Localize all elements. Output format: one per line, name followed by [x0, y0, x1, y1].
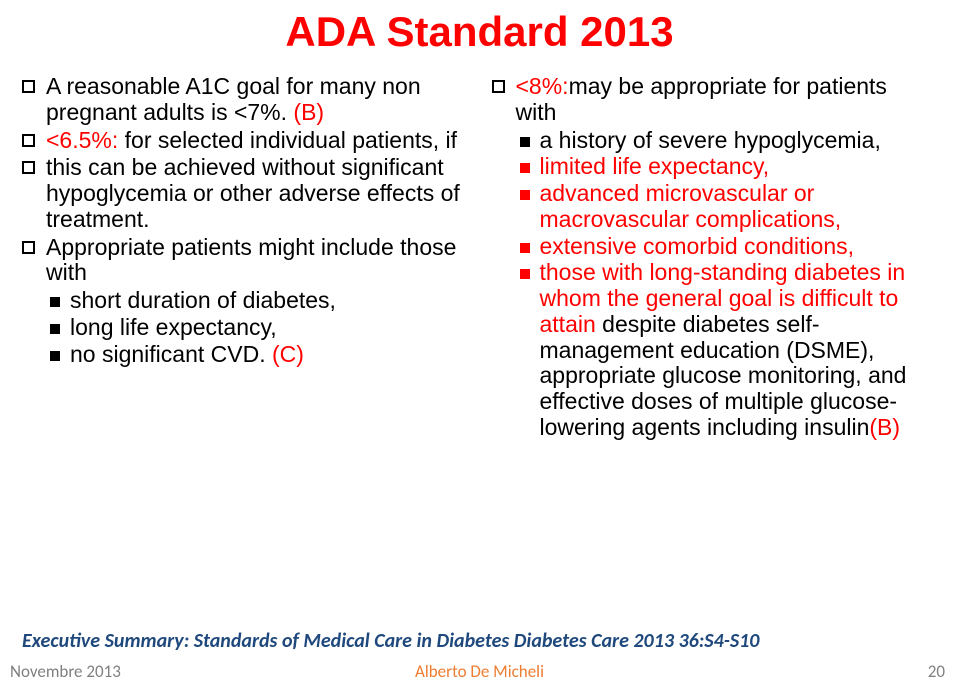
bullet-achieved-without: this can be achieved without significant… [14, 155, 466, 232]
text: short duration of diabetes, [70, 287, 336, 313]
filled-square-red-icon [520, 243, 530, 253]
filled-square-red-icon [520, 190, 530, 200]
text: no significant CVD. [70, 341, 272, 367]
reference-citation: Executive Summary: Standards of Medical … [22, 629, 759, 653]
sub-no-cvd: no significant CVD. (C) [14, 342, 466, 368]
hollow-square-icon [492, 80, 505, 93]
text: Appropriate patients might include those… [46, 234, 456, 286]
sub-comorbid: extensive comorbid conditions, [484, 234, 934, 260]
text-red: advanced microvascular or macrovascular … [540, 180, 842, 232]
content-columns: A reasonable A1C goal for many non pregn… [0, 74, 959, 442]
sub-short-duration: short duration of diabetes, [14, 288, 466, 314]
right-column: <8%:may be appropriate for patients with… [478, 74, 942, 442]
grade-c: (C) [272, 341, 304, 367]
sub-microvascular: advanced microvascular or macrovascular … [484, 181, 934, 233]
filled-square-icon [50, 297, 60, 307]
filled-square-icon [50, 324, 60, 334]
hollow-square-icon [22, 241, 35, 254]
filled-square-icon [520, 137, 530, 147]
sub-long-standing: those with long-standing diabetes in who… [484, 260, 934, 440]
bullet-a1c-goal: A reasonable A1C goal for many non pregn… [14, 74, 466, 126]
filled-square-icon [50, 351, 60, 361]
sub-limited-life: limited life expectancy, [484, 154, 934, 180]
bullet-65pct: <6.5%: for selected individual patients,… [14, 128, 466, 154]
hollow-square-icon [22, 80, 35, 93]
left-column: A reasonable A1C goal for many non pregn… [14, 74, 478, 442]
text: a history of severe hypoglycemia, [540, 127, 881, 153]
text: this can be achieved without significant… [46, 154, 460, 232]
text: long life expectancy, [70, 314, 277, 340]
prefix-red: <6.5%: [46, 127, 125, 153]
footer-date: Novembre 2013 [10, 661, 121, 682]
sub-hypoglycemia-history: a history of severe hypoglycemia, [484, 128, 934, 154]
slide-footer: Novembre 2013 Alberto De Micheli 20 [0, 661, 959, 682]
footer-page-number: 20 [928, 661, 945, 682]
text-red: limited life expectancy, [540, 153, 770, 179]
grade-b: (B) [293, 99, 324, 125]
slide-title: ADA Standard 2013 [0, 0, 959, 74]
footer-author: Alberto De Micheli [415, 661, 544, 682]
filled-square-red-icon [520, 163, 530, 173]
text: for selected individual patients, if [125, 127, 457, 153]
sub-long-life: long life expectancy, [14, 315, 466, 341]
text: may be appropriate for patients with [516, 73, 887, 125]
grade-b: (B) [869, 414, 900, 440]
bullet-8pct: <8%:may be appropriate for patients with [484, 74, 934, 126]
hollow-square-icon [22, 134, 35, 147]
text-red: extensive comorbid conditions, [540, 233, 855, 259]
hollow-square-icon [22, 161, 35, 174]
bullet-appropriate-patients: Appropriate patients might include those… [14, 235, 466, 287]
text: A reasonable A1C goal for many non pregn… [46, 73, 421, 125]
filled-square-red-icon [520, 269, 530, 279]
prefix-red: <8%: [516, 73, 569, 99]
